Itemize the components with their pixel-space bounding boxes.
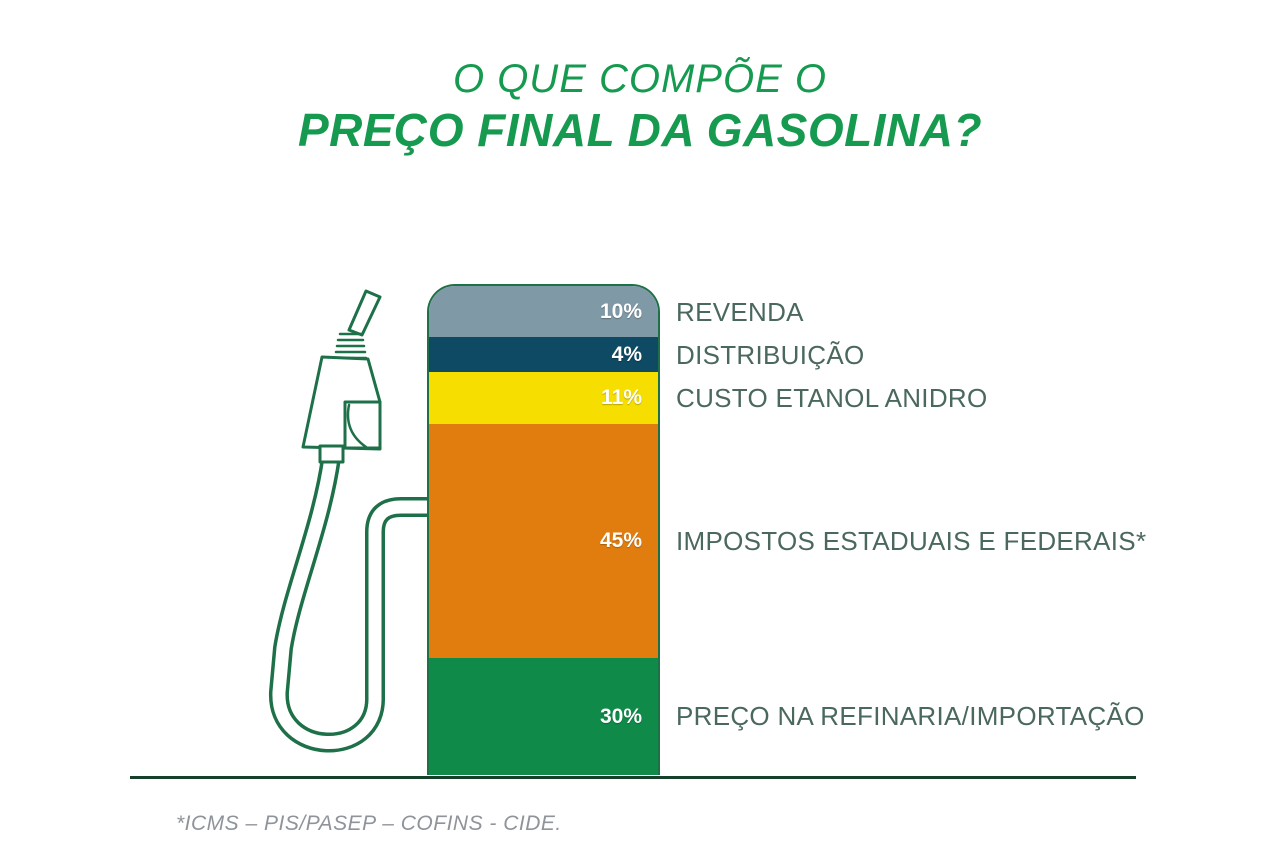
pump-segment-1: 4% [429, 337, 658, 372]
ground-line [130, 776, 1136, 779]
segment-label: PREÇO NA REFINARIA/IMPORTAÇÃO [676, 701, 1145, 731]
segment-label: IMPOSTOS ESTADUAIS E FEDERAIS* [676, 526, 1147, 556]
title-line1: O QUE COMPÕE O [452, 57, 828, 101]
nozzle-trigger [346, 403, 368, 449]
pump-segment-0: 10% [429, 286, 658, 337]
nozzle-spout [347, 289, 382, 337]
fuel-hose [269, 448, 445, 753]
segment-percent: 45% [599, 529, 642, 552]
segment-percent: 4% [611, 342, 642, 366]
fuel-nozzle-illustration [269, 289, 445, 753]
nozzle-ribs [333, 332, 368, 360]
title-line2: PREÇO FINAL DA GASOLINA? [297, 104, 983, 156]
infographic-title: O QUE COMPÕE O PREÇO FINAL DA GASOLINA? [0, 54, 1280, 156]
nozzle-outlet-cap [318, 444, 345, 464]
segment-label: CUSTO ETANOL ANIDRO [676, 383, 988, 413]
pump-segment-3: 45% [429, 424, 658, 658]
segment-label: DISTRIBUIÇÃO [676, 340, 865, 370]
segment-percent: 11% [601, 386, 642, 409]
footnote-text: *ICMS – PIS/PASEP – COFINS - CIDE. [176, 812, 562, 835]
pump-segment-4: 30% [429, 658, 658, 775]
gas-pump-stacked-bar: 10% 4% 11% 45% 30% [427, 284, 660, 775]
segment-label: REVENDA [676, 297, 804, 327]
segment-percent: 10% [599, 299, 642, 323]
nozzle-body-group [301, 289, 382, 464]
nozzle-handle-cutout [343, 400, 382, 450]
segment-labels-column: REVENDA DISTRIBUIÇÃO CUSTO ETANOL ANIDRO IM… [676, 0, 1196, 854]
segment-percent: 30% [599, 704, 642, 728]
pump-segment-2: 11% [429, 372, 658, 424]
